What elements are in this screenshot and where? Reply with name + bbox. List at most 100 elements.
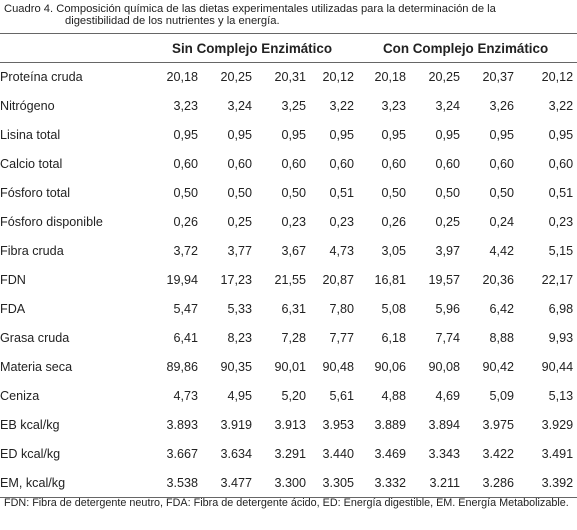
composition-table: Sin Complejo Enzimático Con Complejo Enz… (0, 33, 577, 498)
value-cell: 0,60 (435, 157, 461, 171)
table-caption: Cuadro 4. Composición química de las die… (4, 3, 573, 27)
value-cell: 7,28 (281, 331, 306, 345)
value-cell: 3.286 (460, 468, 515, 498)
value-cell: 3.491 (541, 447, 574, 461)
row-label: Calcio total (0, 157, 63, 171)
table-row: Nitrógeno 3,23 3,24 3,25 3,22 3,23 3,24 3,26 3,2… (0, 92, 577, 121)
value-cell: 3,97 (435, 244, 461, 258)
value-cell: 0,60 (381, 157, 407, 171)
value-cell: 0,60 (329, 157, 355, 171)
table-row: Fósforo disponible 0,26 0,25 0,23 0,23 0,26 0,… (0, 208, 577, 237)
value-cell: 3,24 (435, 99, 461, 113)
value-cell: 0,50 (227, 186, 252, 200)
value-cell: 5,61 (329, 389, 355, 403)
value-cell: 90,48 (322, 360, 355, 374)
group-header-sin: Sin Complejo Enzimático (150, 33, 355, 63)
value-cell: 8,23 (227, 331, 252, 345)
value-cell: 90,08 (428, 360, 461, 374)
value-cell: 3.469 (374, 447, 407, 461)
value-cell: 3.953 (322, 418, 355, 432)
row-label: Nitrógeno (0, 99, 55, 113)
value-cell: 3.300 (252, 468, 306, 498)
value-cell: 20,12 (541, 70, 574, 85)
value-cell: 3,05 (381, 244, 407, 258)
value-cell: 0,95 (548, 128, 574, 142)
value-cell: 3.929 (541, 418, 574, 432)
value-cell: 20,37 (482, 70, 515, 85)
value-cell: 0,23 (329, 215, 355, 229)
value-cell: 0,50 (435, 186, 461, 200)
row-label: ED kcal/kg (0, 447, 61, 461)
value-cell: 90,44 (541, 360, 574, 374)
value-cell: 6,18 (381, 331, 407, 345)
row-label: Fósforo total (0, 186, 70, 200)
caption-line-1: Cuadro 4. Composición química de las die… (4, 3, 496, 15)
value-cell: 5,47 (173, 302, 198, 316)
value-cell: 3,23 (173, 99, 198, 113)
label-header (0, 33, 150, 63)
value-cell: 3.634 (220, 447, 252, 461)
value-cell: 7,74 (435, 331, 461, 345)
value-cell: 3.305 (306, 468, 355, 498)
table-row: Calcio total 0,60 0,60 0,60 0,60 0,60 0,60 0,60… (0, 150, 577, 179)
value-cell: 20,18 (166, 70, 198, 85)
value-cell: 4,69 (435, 389, 461, 403)
value-cell: 6,98 (548, 302, 574, 316)
row-label: Grasa cruda (0, 331, 70, 345)
table-row: EB kcal/kg 3.893 3.919 3.913 3.953 3.889 3.894… (0, 411, 577, 440)
value-cell: 0,26 (381, 215, 407, 229)
value-cell: 0,50 (381, 186, 407, 200)
row-label: EM, kcal/kg (0, 468, 150, 498)
value-cell: 0,50 (173, 186, 198, 200)
value-cell: 0,26 (173, 215, 198, 229)
table-footnote: FDN: Fibra de detergente neutro, FDA: Fi… (4, 497, 569, 509)
value-cell: 0,50 (489, 186, 515, 200)
table-row: FDN 19,94 17,23 21,55 20,87 16,81 19,57 20,36 22… (0, 266, 577, 295)
value-cell: 6,42 (489, 302, 515, 316)
value-cell: 21,55 (274, 273, 306, 287)
value-cell: 3,72 (173, 244, 198, 258)
value-cell: 3,77 (227, 244, 252, 258)
value-cell: 20,87 (322, 273, 355, 287)
value-cell: 0,60 (548, 157, 574, 171)
value-cell: 90,01 (274, 360, 306, 374)
value-cell: 0,95 (173, 128, 198, 142)
value-cell: 0,51 (329, 186, 355, 200)
value-cell: 6,31 (281, 302, 306, 316)
row-label: Materia seca (0, 360, 73, 374)
table-row: FDA 5,47 5,33 6,31 7,80 5,08 5,96 6,42 6,98 (0, 295, 577, 324)
header-row: Sin Complejo Enzimático Con Complejo Enz… (0, 33, 577, 63)
row-label: Fibra cruda (0, 244, 64, 258)
value-cell: 0,95 (281, 128, 306, 142)
value-cell: 3,25 (281, 99, 306, 113)
value-cell: 0,60 (173, 157, 198, 171)
value-cell: 3.440 (322, 447, 355, 461)
value-cell: 0,95 (435, 128, 461, 142)
value-cell: 19,94 (166, 273, 198, 287)
value-cell: 5,33 (227, 302, 252, 316)
value-cell: 3,24 (227, 99, 252, 113)
table-row: ED kcal/kg 3.667 3.634 3.291 3.440 3.469 3.343… (0, 440, 577, 469)
value-cell: 0,23 (548, 215, 574, 229)
value-cell: 6,41 (173, 331, 198, 345)
value-cell: 0,50 (281, 186, 306, 200)
value-cell: 17,23 (220, 273, 252, 287)
value-cell: 3.913 (274, 418, 306, 432)
value-cell: 0,25 (435, 215, 461, 229)
value-cell: 3.477 (198, 468, 252, 498)
value-cell: 3.894 (428, 418, 461, 432)
value-cell: 4,42 (489, 244, 515, 258)
value-cell: 7,80 (329, 302, 355, 316)
value-cell: 3.975 (482, 418, 515, 432)
row-label: Proteína cruda (0, 70, 83, 85)
group-header-con: Con Complejo Enzimático (354, 33, 577, 63)
table-body: Proteína cruda 20,18 20,25 20,31 20,12 20,18 2… (0, 63, 577, 498)
value-cell: 3.667 (166, 447, 198, 461)
value-cell: 3,67 (281, 244, 306, 258)
row-label: EB kcal/kg (0, 418, 60, 432)
value-cell: 0,23 (281, 215, 306, 229)
value-cell: 3.893 (166, 418, 198, 432)
value-cell: 5,20 (281, 389, 306, 403)
value-cell: 5,09 (489, 389, 515, 403)
